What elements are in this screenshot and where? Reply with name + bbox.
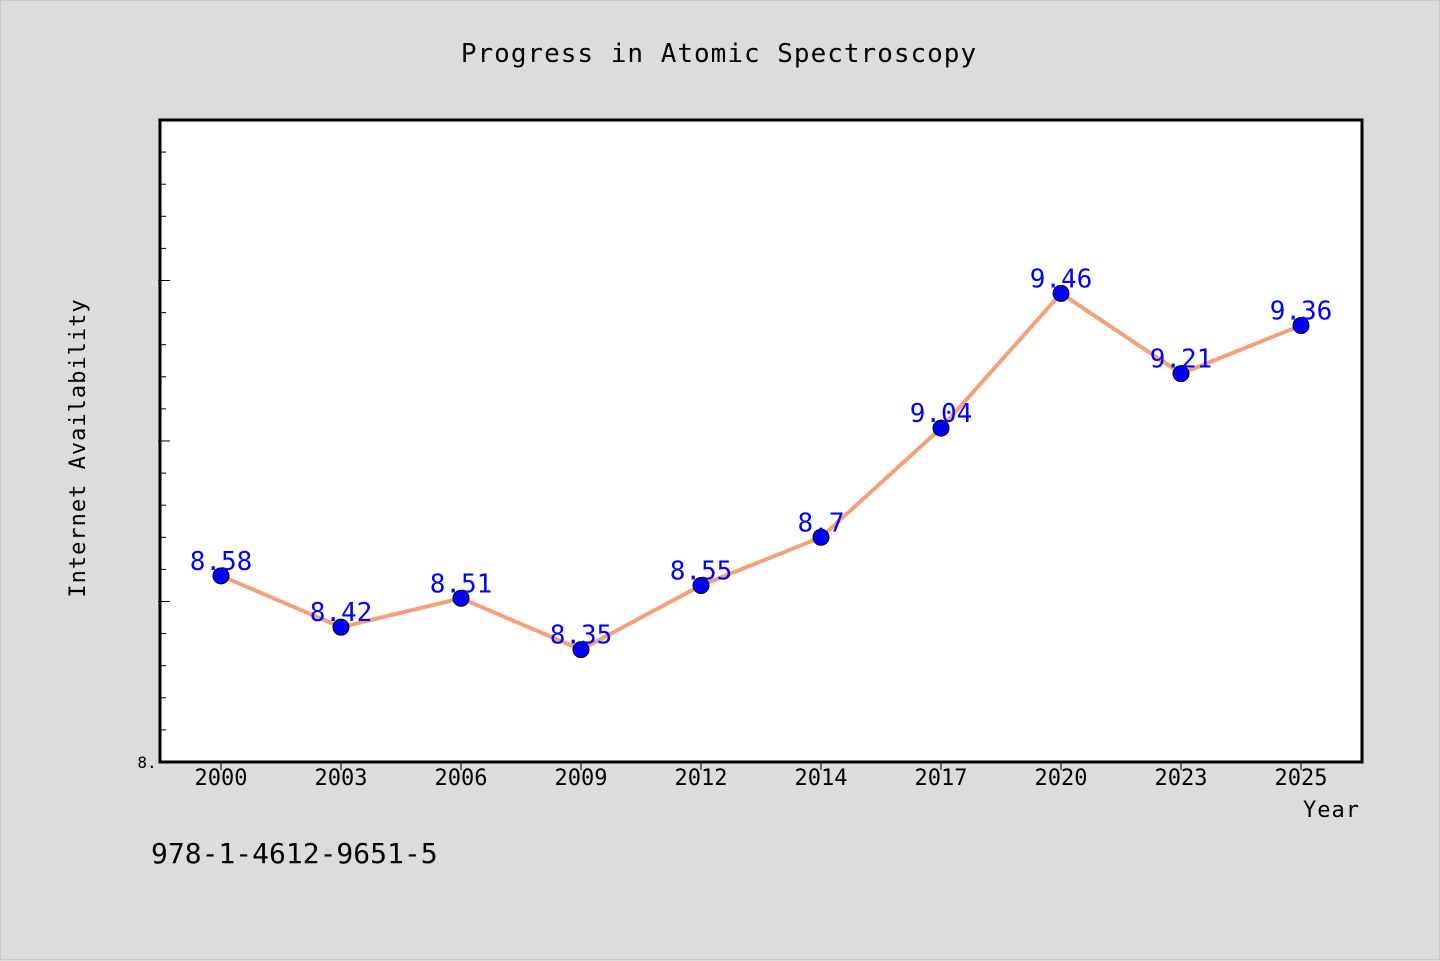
data-label: 9.36 [1270, 296, 1333, 326]
isbn-code: 978-1-4612-9651-5 [151, 837, 438, 870]
x-tick-label: 2023 [1155, 766, 1208, 791]
series-line-layer: 8.58 8.42 8.51 8.35 8.55 8.7 9.04 9.46 9.21 9.36 [190, 264, 1333, 659]
x-tick-label: 2006 [435, 766, 488, 791]
x-tick-label: 2025 [1275, 766, 1328, 791]
data-label: 8.7 [798, 508, 845, 538]
x-tick-label: 2014 [795, 766, 848, 791]
data-label: 8.58 [190, 547, 253, 577]
data-point [572, 641, 590, 659]
data-point [932, 419, 950, 437]
data-point [332, 618, 350, 636]
data-point [1172, 365, 1190, 383]
y-axis-ticks [158, 119, 170, 731]
x-tick-label: 2003 [315, 766, 368, 791]
data-point [692, 576, 710, 594]
data-point [212, 567, 230, 585]
x-tick-label: 2009 [555, 766, 608, 791]
chart-title: Progress in Atomic Spectroscopy [461, 39, 977, 69]
data-label: 9.21 [1150, 345, 1213, 375]
data-point [452, 589, 470, 607]
data-label: 8.35 [550, 621, 613, 651]
x-axis-label: Year [1303, 798, 1360, 823]
data-point [1292, 316, 1310, 334]
data-label: 8.42 [310, 598, 373, 628]
x-tick-label: 2020 [1035, 766, 1088, 791]
x-tick-label: 2017 [915, 766, 968, 791]
plot-area [158, 118, 1364, 764]
y-axis-label: Internet Availability [66, 298, 91, 597]
data-label: 8.51 [430, 569, 493, 599]
data-label: 9.46 [1030, 264, 1093, 294]
x-tick-label: 2000 [195, 766, 248, 791]
data-point [812, 528, 830, 546]
x-axis: 2000 2003 2006 2009 2012 2014 2017 2020 2023 2025 [195, 762, 1328, 791]
data-point [1052, 284, 1070, 302]
series-line [220, 291, 1302, 652]
data-label: 9.04 [910, 399, 973, 429]
data-label: 8.55 [670, 556, 733, 586]
x-tick-label: 2012 [675, 766, 728, 791]
y-tick-label: 8. [137, 753, 156, 772]
